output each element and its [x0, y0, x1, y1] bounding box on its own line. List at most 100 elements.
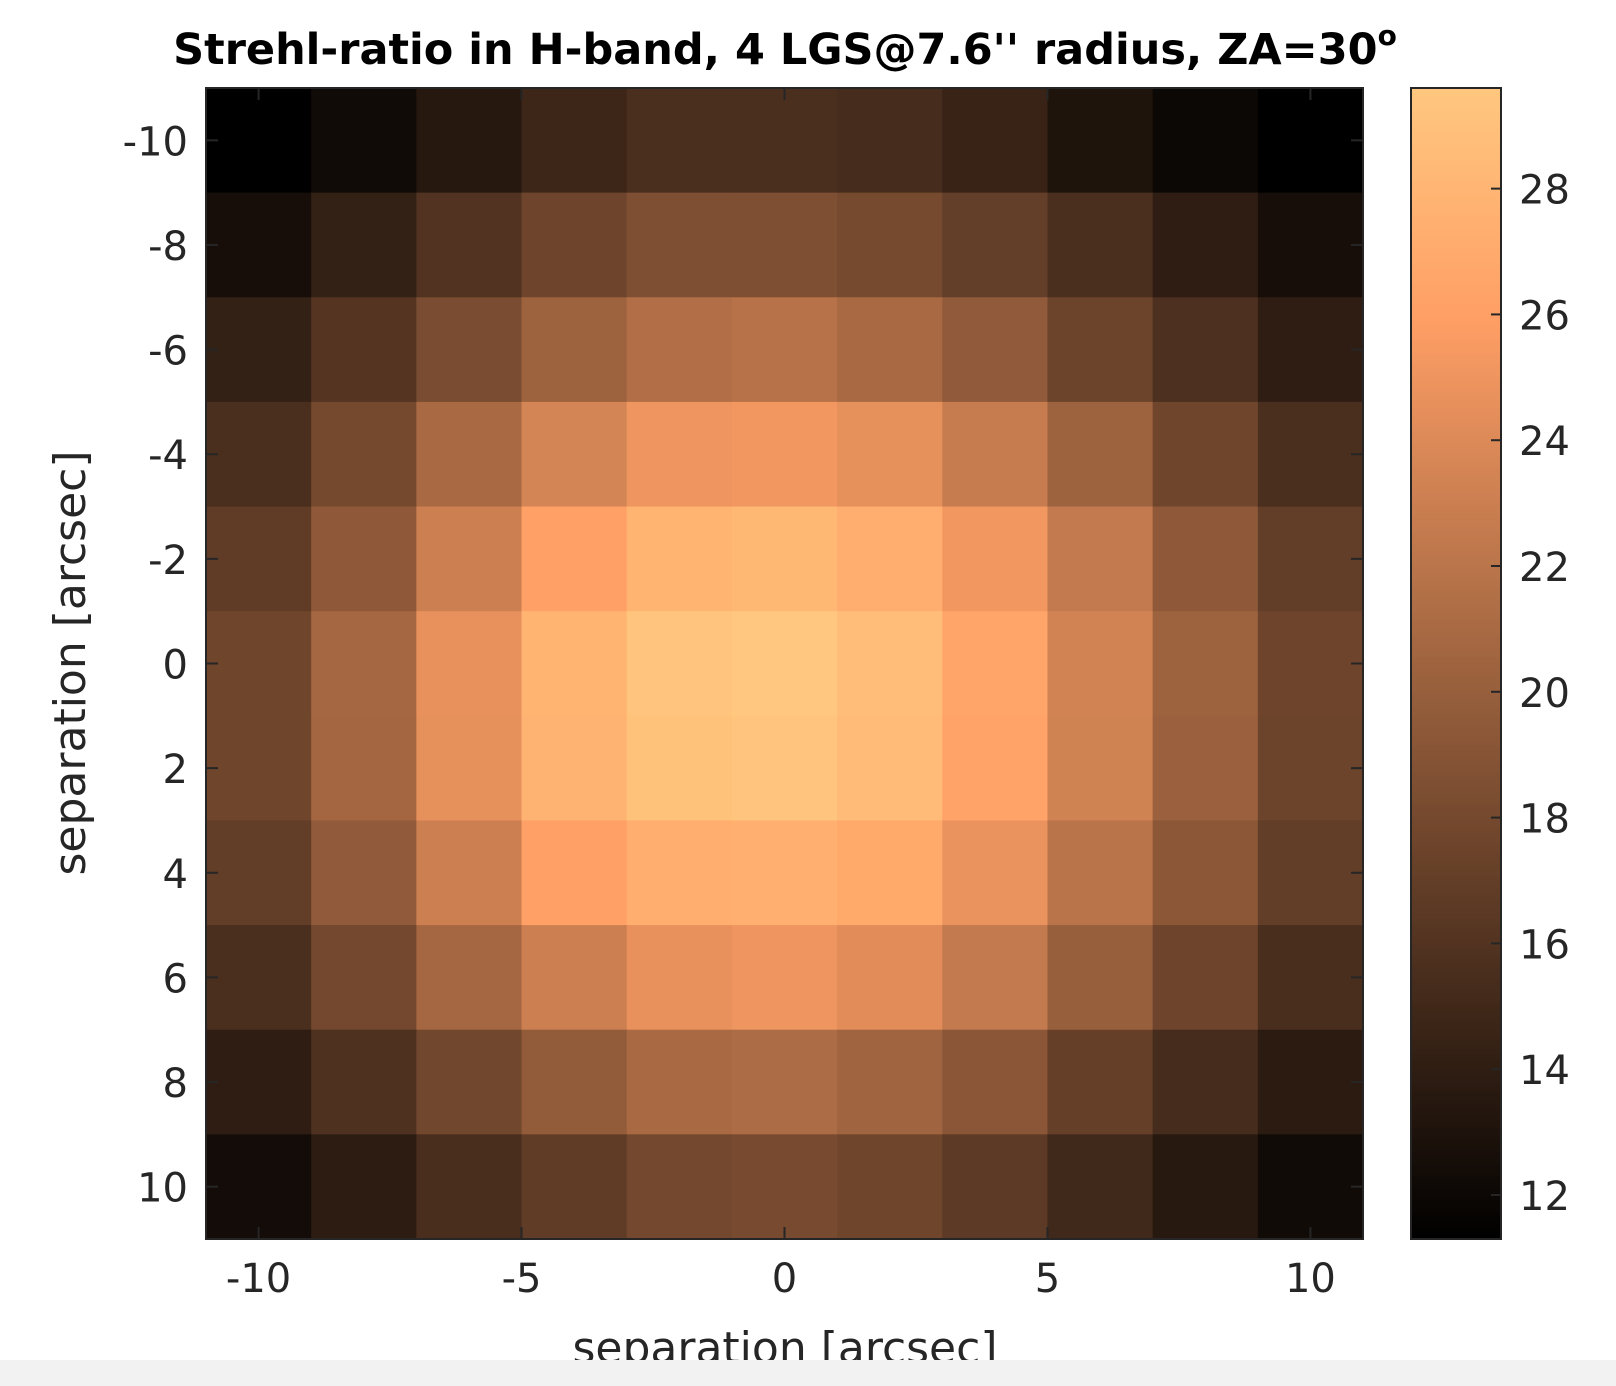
- chart-title: Strehl-ratio in H-band, 4 LGS@7.6'' radi…: [173, 19, 1397, 75]
- heatmap-cell: [837, 1029, 943, 1135]
- heatmap-cell: [206, 925, 312, 1031]
- heatmap-cell: [942, 506, 1049, 612]
- heatmap-cell: [1047, 715, 1154, 822]
- heatmap-cell: [1152, 1134, 1259, 1240]
- colorbar-tick-label: 26: [1519, 293, 1570, 339]
- colorbar-tick-label: 28: [1519, 168, 1570, 214]
- heatmap-cell: [626, 1029, 733, 1135]
- heatmap-cell: [1047, 1029, 1154, 1135]
- heatmap-cell: [1047, 297, 1154, 403]
- heatmap-cell: [1152, 820, 1259, 926]
- heatmap-cell: [1047, 192, 1154, 298]
- x-tick-label: 5: [1035, 1256, 1060, 1302]
- heatmap-cell: [1047, 820, 1154, 926]
- heatmap-cell: [521, 1134, 628, 1240]
- heatmap-cell: [416, 297, 523, 403]
- heatmap-cell: [416, 611, 523, 717]
- heatmap-cell: [206, 401, 312, 508]
- heatmap-cell: [206, 88, 312, 194]
- heatmap-cell: [731, 925, 838, 1031]
- y-tick-label: 4: [163, 852, 188, 898]
- y-tick-label: 2: [163, 747, 188, 793]
- heatmap-cell: [1257, 1134, 1364, 1240]
- heatmap-cell: [311, 401, 417, 508]
- heatmap-cell: [206, 715, 312, 822]
- y-tick-label: -6: [148, 329, 188, 375]
- heatmap-cell: [521, 925, 628, 1031]
- colorbar-gradient: [1411, 88, 1501, 1239]
- heatmap-cell: [416, 925, 523, 1031]
- heatmap-cell: [521, 401, 628, 508]
- x-tick-label: -5: [502, 1256, 542, 1302]
- heatmap-cell: [521, 611, 628, 717]
- heatmap-cell: [1257, 611, 1364, 717]
- heatmap-cell: [837, 297, 943, 403]
- heatmap-cell: [1152, 192, 1259, 298]
- y-tick-label: -10: [123, 119, 188, 165]
- heatmap-cell: [1047, 1134, 1154, 1240]
- heatmap-cell: [416, 506, 523, 612]
- colorbar: 12 14 16 18 20 22 24 26 28: [1410, 87, 1570, 1240]
- y-tick-label: 6: [163, 956, 188, 1002]
- colorbar-tick-label: 14: [1519, 1048, 1570, 1094]
- heatmap-cell: [521, 192, 628, 298]
- heatmap-cell: [521, 297, 628, 403]
- y-tick-labels: -10 -8 -6 -4 -2 0 2 4 6 8 10: [123, 119, 188, 1211]
- heatmap-cell: [942, 715, 1049, 822]
- colorbar-tick-label: 20: [1519, 671, 1570, 717]
- heatmap-cell: [942, 820, 1049, 926]
- heatmap-cell: [731, 297, 838, 403]
- heatmap-cell: [1047, 401, 1154, 508]
- heatmap-cell: [1257, 401, 1364, 508]
- heatmap-cell: [206, 611, 312, 717]
- y-axis-label: separation [arcsec]: [45, 450, 96, 875]
- colorbar-frame: [1410, 87, 1502, 1240]
- heatmap-cell: [626, 401, 733, 508]
- y-tick-label: -4: [148, 433, 188, 479]
- heatmap-cell: [206, 1029, 312, 1135]
- heatmap-cell: [206, 506, 312, 612]
- heatmap-cell: [416, 192, 523, 298]
- heatmap-cell: [1152, 88, 1259, 194]
- bottom-strip: [0, 1360, 1616, 1386]
- heatmap-cell: [521, 820, 628, 926]
- heatmap-cell: [1152, 715, 1259, 822]
- heatmap-cell: [942, 1029, 1049, 1135]
- heatmap-cells: [206, 88, 1364, 1240]
- heatmap-cell: [206, 1134, 312, 1240]
- x-tick-label: -10: [226, 1256, 291, 1302]
- heatmap-cell: [206, 192, 312, 298]
- x-tick-label: 0: [772, 1256, 797, 1302]
- heatmap-cell: [942, 1134, 1049, 1240]
- heatmap-cell: [311, 925, 417, 1031]
- heatmap-cell: [521, 1029, 628, 1135]
- heatmap-cell: [837, 1134, 943, 1240]
- y-tick-label: -2: [148, 538, 188, 584]
- heatmap-cell: [626, 1134, 733, 1240]
- heatmap-cell: [311, 88, 417, 194]
- heatmap-cell: [731, 1029, 838, 1135]
- colorbar-tick-label: 12: [1519, 1174, 1570, 1220]
- heatmap-cell: [626, 925, 733, 1031]
- heatmap-cell: [1257, 1029, 1364, 1135]
- heatmap-cell: [521, 506, 628, 612]
- heatmap-cell: [942, 88, 1049, 194]
- heatmap-cell: [837, 820, 943, 926]
- heatmap-cell: [837, 715, 943, 822]
- heatmap-cell: [1257, 297, 1364, 403]
- heatmap-cell: [942, 925, 1049, 1031]
- heatmap-cell: [521, 715, 628, 822]
- heatmap-cell: [626, 715, 733, 822]
- heatmap-cell: [626, 297, 733, 403]
- y-tick-label: 0: [163, 643, 188, 689]
- heatmap-cell: [942, 192, 1049, 298]
- y-tick-label: -8: [148, 224, 188, 270]
- heatmap-cell: [1047, 925, 1154, 1031]
- heatmap-cell: [626, 192, 733, 298]
- heatmap-cell: [416, 1029, 523, 1135]
- heatmap-cell: [1257, 925, 1364, 1031]
- heatmap-cell: [1047, 611, 1154, 717]
- heatmap-cell: [416, 1134, 523, 1240]
- heatmap-cell: [626, 506, 733, 612]
- chart-title-superscript: o: [1378, 19, 1397, 52]
